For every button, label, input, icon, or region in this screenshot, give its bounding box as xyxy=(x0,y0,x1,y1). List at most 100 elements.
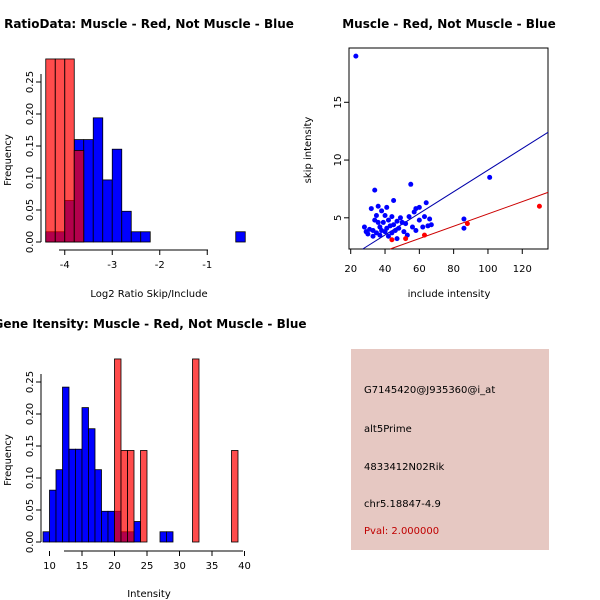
muscle-bar xyxy=(140,450,148,543)
not-muscle-bar xyxy=(75,448,83,543)
not-muscle-bar xyxy=(49,489,57,543)
scatter-panel: Muscle - Red, Not Muscle - Blue 5 10 15 20… xyxy=(303,17,556,300)
not-muscle-point xyxy=(428,222,434,228)
intensity-histogram-panel: Gene Itensity: Muscle - Red, Not Muscle … xyxy=(0,317,307,600)
intensity-x-ticks: 10 15 20 25 30 35 40 xyxy=(43,551,251,572)
scatter-plot-box xyxy=(348,47,549,250)
not-muscle-point xyxy=(377,232,383,238)
not-muscle-point xyxy=(413,228,419,234)
scatter-points xyxy=(353,53,542,243)
not-muscle-point xyxy=(403,221,409,227)
not-muscle-bar xyxy=(92,117,104,243)
not-muscle-bar xyxy=(83,139,94,243)
y-tick-label: 0.00 xyxy=(25,231,36,253)
y-tick-label: 5 xyxy=(333,215,344,221)
not-muscle-point xyxy=(389,214,395,220)
not-muscle-point xyxy=(408,181,414,187)
ratio-y-ticks: 0.00 0.05 0.10 0.15 0.20 0.25 xyxy=(25,71,41,253)
x-tick-label: 40 xyxy=(379,264,392,275)
event-type: alt5Prime xyxy=(364,424,412,435)
not-muscle-point xyxy=(394,236,400,242)
not-muscle-point xyxy=(406,214,412,220)
muscle-bar xyxy=(73,150,85,243)
not-muscle-point xyxy=(370,233,376,239)
y-tick-label: 0.25 xyxy=(25,371,36,393)
muscle-point xyxy=(389,237,395,243)
intensity-histogram-title: Gene Itensity: Muscle - Red, Not Muscle … xyxy=(0,317,307,331)
gene-symbol: 4833412N02Rik xyxy=(364,462,445,473)
not-muscle-bar xyxy=(235,231,246,243)
genomic-location: chr5.18847-4.9 xyxy=(364,499,441,510)
x-tick-label: 80 xyxy=(447,264,460,275)
intensity-y-label: Frequency xyxy=(3,434,14,486)
y-tick-label: 0.00 xyxy=(25,531,36,553)
muscle-bar xyxy=(231,450,239,543)
muscle-bar xyxy=(127,450,135,543)
muscle-fit-line xyxy=(390,191,549,250)
y-tick-label: 15 xyxy=(333,96,344,109)
ratio-histogram-panel: RatioData: Muscle - Red, Not Muscle - Bl… xyxy=(3,17,294,300)
y-tick-label: 0.20 xyxy=(25,403,36,425)
not-muscle-point xyxy=(394,218,400,224)
muscle-bar xyxy=(120,450,128,543)
scatter-y-label: skip intensity xyxy=(303,117,314,184)
intensity-histogram-bars xyxy=(42,358,239,543)
y-tick-label: 0.05 xyxy=(25,499,36,521)
not-muscle-bar xyxy=(130,231,142,243)
not-muscle-point xyxy=(461,225,467,231)
x-tick-label: 35 xyxy=(206,561,219,572)
not-muscle-point xyxy=(375,219,381,225)
not-muscle-point xyxy=(423,200,429,206)
not-muscle-bar xyxy=(81,407,89,543)
not-muscle-point xyxy=(397,215,403,221)
y-tick-label: 0.20 xyxy=(25,103,36,125)
not-muscle-bar xyxy=(121,210,132,243)
x-tick-label: 30 xyxy=(173,561,186,572)
x-tick-label: 40 xyxy=(238,561,251,572)
not-muscle-point xyxy=(461,216,467,222)
not-muscle-bar xyxy=(42,531,50,543)
not-muscle-point xyxy=(380,219,386,225)
ratio-histogram-title: RatioData: Muscle - Red, Not Muscle - Bl… xyxy=(4,17,294,31)
y-tick-label: 0.25 xyxy=(25,71,36,93)
not-muscle-point xyxy=(373,213,379,218)
not-muscle-point xyxy=(385,233,391,239)
scatter-x-ticks: 20 40 60 80 100 120 xyxy=(344,249,532,275)
ratio-x-label: Log2 Ratio Skip/Include xyxy=(90,289,207,300)
muscle-bar xyxy=(45,58,56,243)
probe-id: G7145420@J935360@i_at xyxy=(364,385,496,396)
not-muscle-point xyxy=(487,174,493,180)
y-tick-label: 0.15 xyxy=(25,435,36,457)
not-muscle-point xyxy=(379,208,385,214)
not-muscle-point xyxy=(396,225,402,231)
not-muscle-bar xyxy=(102,179,113,243)
muscle-point xyxy=(464,221,470,227)
x-tick-label: 20 xyxy=(108,561,121,572)
not-muscle-point xyxy=(353,53,359,59)
not-muscle-point xyxy=(416,204,422,210)
x-tick-label: -4 xyxy=(60,260,70,271)
x-tick-label: 15 xyxy=(76,561,89,572)
not-muscle-bar xyxy=(62,386,70,543)
muscle-bar xyxy=(64,58,75,243)
ratio-y-label: Frequency xyxy=(3,134,14,186)
x-tick-label: 120 xyxy=(513,264,532,275)
not-muscle-point xyxy=(421,214,427,220)
y-tick-label: 10 xyxy=(333,154,344,167)
x-tick-label: 20 xyxy=(344,264,357,275)
y-tick-label: 0.15 xyxy=(25,135,36,157)
x-tick-label: 10 xyxy=(43,561,56,572)
not-muscle-bar xyxy=(140,231,151,243)
not-muscle-point xyxy=(375,203,381,209)
scatter-x-label: include intensity xyxy=(408,289,491,300)
not-muscle-bar xyxy=(55,469,63,543)
x-tick-label: -2 xyxy=(155,260,165,271)
not-muscle-point xyxy=(391,197,397,203)
not-muscle-point xyxy=(372,187,378,193)
intensity-x-label: Intensity xyxy=(127,589,171,600)
not-muscle-point xyxy=(420,224,426,230)
x-tick-label: 60 xyxy=(413,264,426,275)
not-muscle-bar xyxy=(68,448,76,543)
y-tick-label: 0.10 xyxy=(25,167,36,189)
intensity-y-ticks: 0.00 0.05 0.10 0.15 0.20 0.25 xyxy=(25,371,41,553)
